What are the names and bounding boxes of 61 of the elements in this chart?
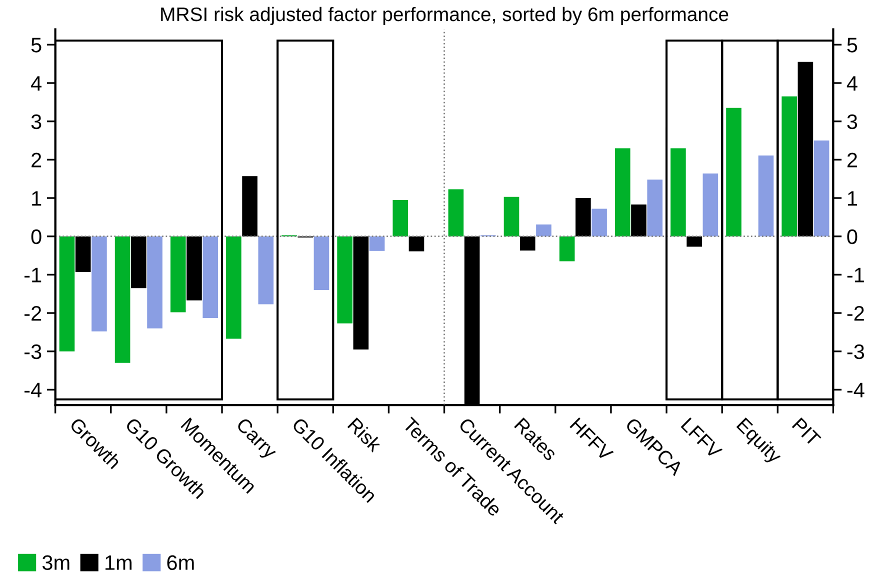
chart-title: MRSI risk adjusted factor performance, sorted by 6m performance	[161, 6, 728, 26]
y-tick-label: 4	[31, 76, 42, 91]
bar	[408, 236, 424, 252]
bar	[147, 236, 162, 328]
y-tick-label: -2	[24, 306, 42, 321]
y-tick-label: 5	[31, 38, 42, 52]
bar	[814, 140, 830, 236]
bar	[559, 236, 575, 262]
y-tick-label: 2	[32, 152, 42, 168]
bar	[647, 180, 663, 236]
y-tick-label: 1	[32, 191, 42, 206]
y2-tick-label: 2	[847, 152, 857, 168]
legend-label: 6m	[167, 555, 194, 570]
bar	[353, 236, 369, 350]
bar	[686, 236, 702, 247]
bar	[536, 224, 552, 236]
bar	[114, 236, 130, 363]
y-tick-label: -3	[24, 344, 42, 360]
bar	[631, 204, 646, 236]
bar	[170, 236, 186, 312]
bar	[392, 200, 408, 236]
y-tick-label: -4	[24, 382, 42, 398]
legend-label: 3m	[42, 555, 70, 570]
y2-tick-label: 3	[847, 114, 858, 130]
bar	[314, 236, 330, 290]
bar	[576, 198, 591, 236]
y-tick-label: -1	[24, 268, 42, 282]
bar	[242, 176, 258, 236]
bar	[369, 236, 385, 251]
bar	[758, 155, 774, 236]
bar	[75, 236, 91, 272]
bar	[670, 148, 686, 236]
y-tick-label: 0	[31, 229, 42, 244]
x-tick-label: PIT	[792, 418, 822, 447]
y2-tick-label: -4	[847, 382, 864, 398]
y2-tick-label: 5	[847, 38, 858, 52]
bar	[726, 108, 742, 236]
bar	[702, 173, 718, 236]
bar	[131, 236, 146, 288]
bar	[186, 236, 202, 300]
bar	[92, 236, 107, 332]
y2-tick-label: -3	[847, 344, 864, 360]
bar	[258, 236, 274, 304]
bar	[592, 208, 607, 236]
bar	[202, 236, 218, 318]
bar	[337, 236, 352, 324]
bar	[448, 189, 464, 236]
y2-tick-label: -1	[847, 268, 864, 282]
bar	[226, 236, 242, 339]
y2-tick-label: 0	[847, 229, 858, 244]
legend-label: 1m	[106, 555, 132, 570]
y2-tick-label: 4	[846, 76, 858, 91]
y2-tick-label: -2	[847, 306, 864, 321]
bar	[520, 236, 536, 251]
bar	[504, 196, 520, 236]
bar	[614, 148, 630, 236]
bar	[782, 96, 797, 236]
y-tick-label: 3	[31, 114, 42, 130]
bar	[798, 62, 814, 236]
bar	[59, 236, 75, 352]
y2-tick-label: 1	[848, 191, 857, 206]
